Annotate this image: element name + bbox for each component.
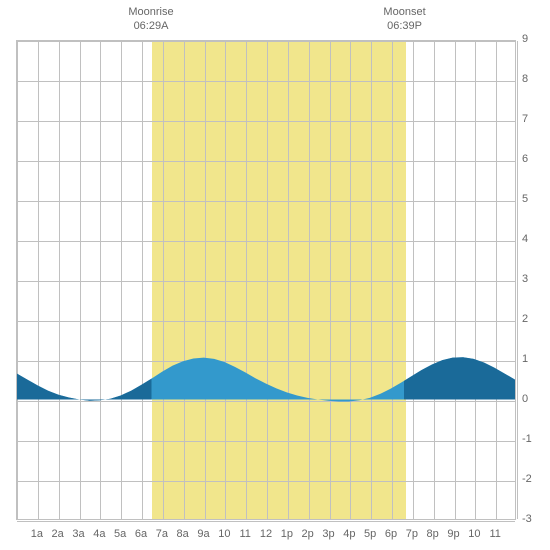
y-tick-label: 1 <box>522 353 542 365</box>
y-tick-label: 4 <box>522 233 542 245</box>
x-tick-label: 11 <box>239 528 250 540</box>
x-tick-label: 11 <box>489 528 500 540</box>
x-tick-label: 10 <box>468 528 480 540</box>
x-tick-label: 2a <box>52 528 64 540</box>
y-tick-label: 9 <box>522 33 542 45</box>
x-tick-label: 7p <box>406 528 418 540</box>
y-tick-label: -2 <box>522 473 542 485</box>
y-tick-label: 3 <box>522 273 542 285</box>
plot-area <box>16 40 516 520</box>
tide-chart: -3-2-101234567891a2a3a4a5a6a7a8a9a101112… <box>0 0 550 550</box>
x-tick-label: 7a <box>156 528 168 540</box>
y-tick-label: -1 <box>522 433 542 445</box>
tide-area <box>17 41 515 519</box>
x-tick-label: 10 <box>218 528 230 540</box>
x-tick-label: 1p <box>281 528 293 540</box>
x-tick-label: 6a <box>135 528 147 540</box>
x-tick-label: 5a <box>114 528 126 540</box>
grid-h <box>17 521 515 522</box>
x-tick-label: 3p <box>322 528 334 540</box>
y-tick-label: -3 <box>522 513 542 525</box>
y-tick-label: 0 <box>522 393 542 405</box>
y-tick-label: 7 <box>522 113 542 125</box>
y-tick-label: 6 <box>522 153 542 165</box>
y-tick-label: 2 <box>522 313 542 325</box>
x-tick-label: 4p <box>343 528 355 540</box>
moon-rise-time: 06:29A <box>134 20 169 32</box>
x-tick-label: 4a <box>93 528 105 540</box>
moon-rise-label: Moonrise <box>128 6 173 18</box>
x-tick-label: 12 <box>260 528 272 540</box>
x-tick-label: 9p <box>447 528 459 540</box>
y-tick-label: 5 <box>522 193 542 205</box>
y-tick-label: 8 <box>522 73 542 85</box>
x-tick-label: 9a <box>197 528 209 540</box>
moon-set-time: 06:39P <box>387 20 422 32</box>
x-tick-label: 8p <box>427 528 439 540</box>
x-tick-label: 1a <box>31 528 43 540</box>
x-tick-label: 8a <box>177 528 189 540</box>
x-tick-label: 2p <box>302 528 314 540</box>
moon-set-label: Moonset <box>383 6 425 18</box>
x-tick-label: 6p <box>385 528 397 540</box>
grid-v <box>517 41 518 519</box>
x-tick-label: 5p <box>364 528 376 540</box>
x-tick-label: 3a <box>72 528 84 540</box>
